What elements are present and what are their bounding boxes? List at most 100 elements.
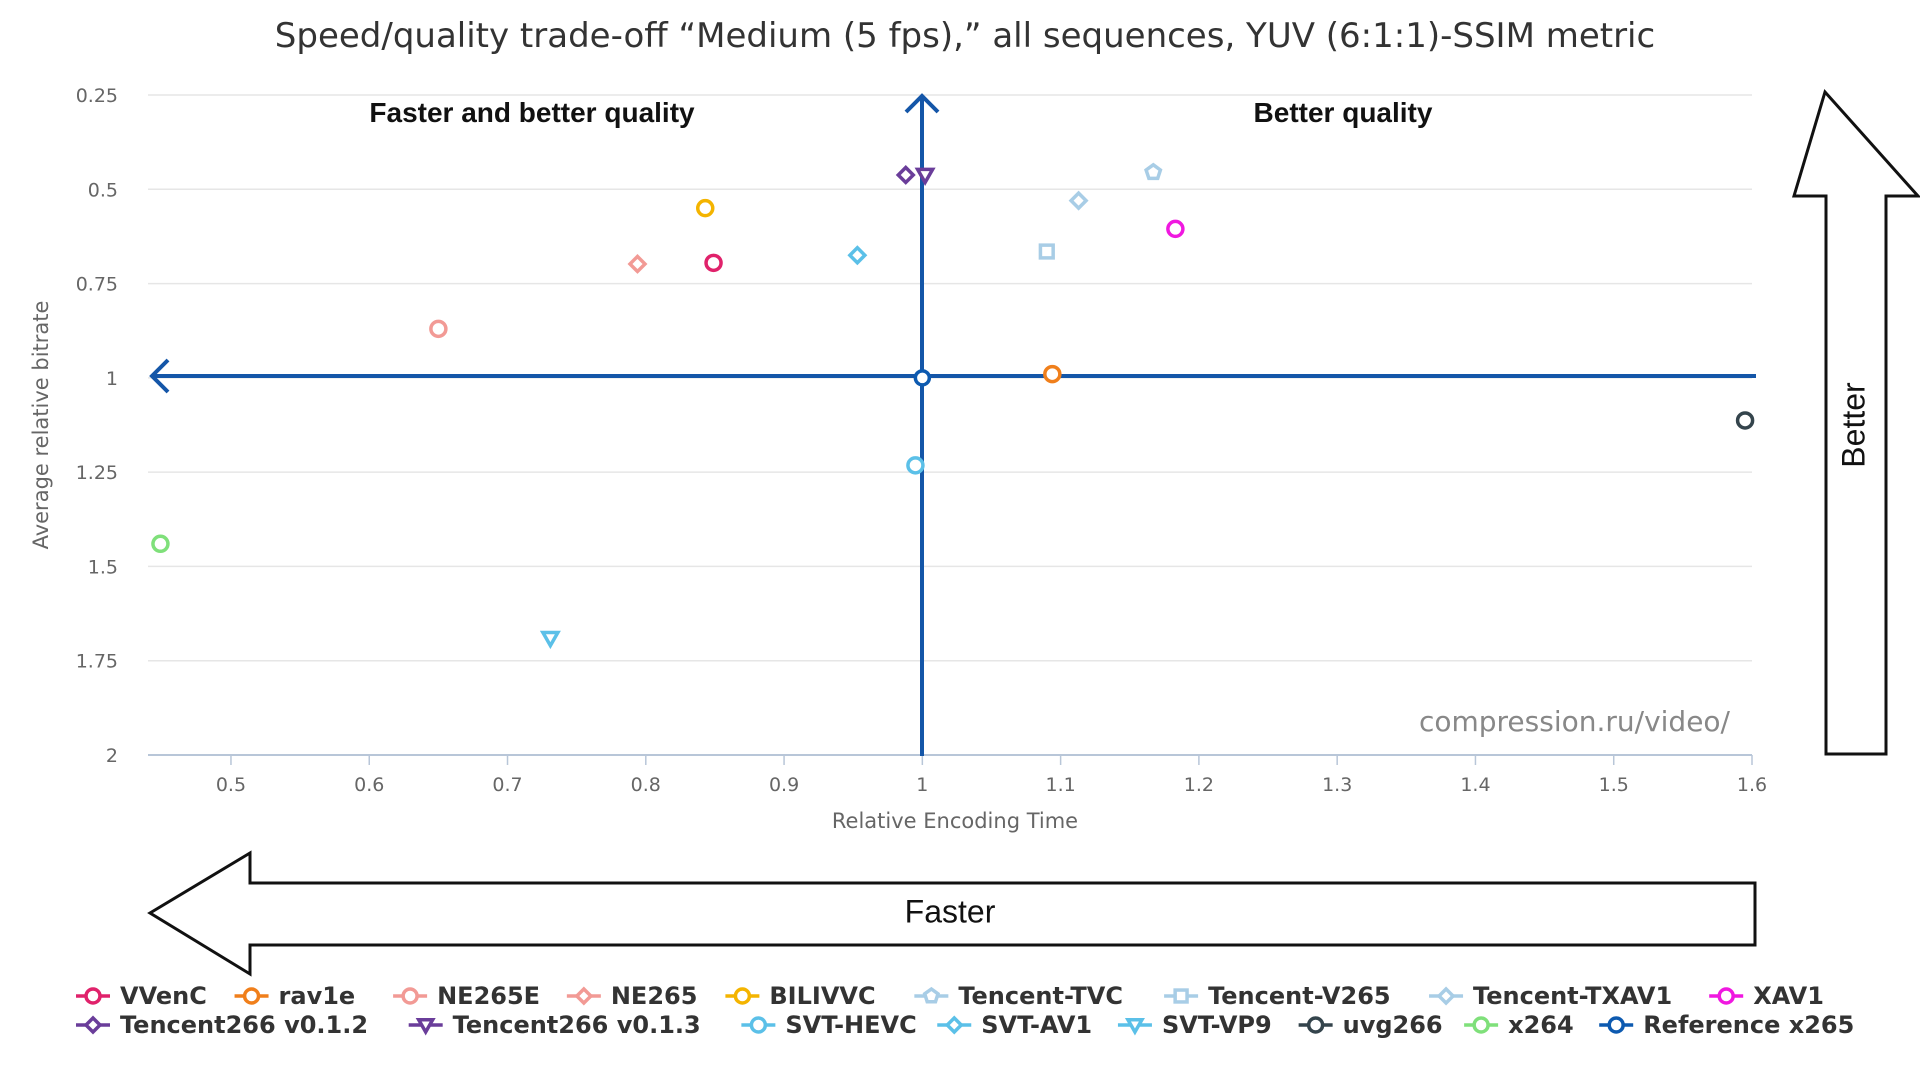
legend-marker	[1436, 986, 1456, 1006]
x-tick-label: 1.2	[1184, 774, 1214, 796]
legend-item-uvg266[interactable]: uvg266	[1298, 1011, 1443, 1039]
legend-label: Tencent266 v0.1.2	[120, 1011, 368, 1039]
legend-label: Tencent-TVC	[958, 982, 1123, 1010]
quadrant-label-top-left: Faster and better quality	[369, 97, 695, 128]
data-points	[151, 162, 1755, 650]
y-tick-label: 1	[106, 368, 118, 390]
legend-item-svt-av1[interactable]: SVT-AV1	[937, 1011, 1092, 1039]
legend-item-svt-hevc[interactable]: SVT-HEVC	[741, 1011, 917, 1039]
y-tick-label: 2	[106, 745, 118, 767]
legend-item-x264[interactable]: x264	[1464, 1011, 1574, 1039]
x-tick-label: 0.8	[631, 774, 661, 796]
legend-marker	[749, 1016, 768, 1034]
quadrant-label-top-right: Better quality	[1254, 97, 1433, 128]
legend-item-tencent-txav1[interactable]: Tencent-TXAV1	[1429, 982, 1672, 1010]
data-point-rav1e	[1043, 364, 1062, 384]
legend-marker	[922, 986, 941, 1004]
gridlines	[148, 94, 1752, 756]
x-tick-label: 1.6	[1737, 774, 1767, 796]
x-axis: 0.5 0.6 0.7 0.8 0.9 1 1.1 1.2 1.3 1.4 1.5 1.6	[216, 755, 1767, 796]
data-point-reference-x265	[913, 369, 932, 387]
data-point-ne265e	[429, 319, 448, 339]
legend-marker	[1607, 1016, 1625, 1034]
legend-label: Tencent-TXAV1	[1473, 982, 1672, 1010]
legend-label: Reference x265	[1643, 1011, 1854, 1039]
data-point-bilivvc	[696, 198, 715, 218]
legend-marker	[1173, 988, 1189, 1004]
data-point-svt-vp9	[539, 630, 561, 650]
better-arrow	[1791, 88, 1920, 756]
legend-marker	[733, 987, 752, 1005]
legend-marker	[84, 987, 102, 1005]
legend-label: rav1e	[279, 982, 356, 1010]
legend-label: XAV1	[1753, 982, 1824, 1010]
legend-item-bilivvc[interactable]: BILIVVC	[725, 982, 876, 1010]
legend-label: Tencent-V265	[1208, 982, 1391, 1010]
legend-marker	[574, 986, 594, 1006]
legend-marker	[944, 1015, 964, 1035]
y-tick-label: 1.5	[88, 556, 118, 578]
legend-item-tencent-tvc[interactable]: Tencent-TVC	[914, 982, 1123, 1010]
y-tick-label: 1.25	[76, 462, 118, 484]
legend-marker	[1306, 1016, 1325, 1034]
legend-label: SVT-HEVC	[785, 1011, 916, 1039]
legend-label: x264	[1508, 1011, 1574, 1039]
legend-item-ne265[interactable]: NE265	[566, 982, 698, 1010]
legend-item-ne265e[interactable]: NE265E	[393, 982, 540, 1010]
data-point-svt-av1	[847, 245, 868, 266]
y-tick-label: 0.75	[76, 274, 118, 296]
faster-arrow-label: Faster	[905, 893, 996, 929]
x-tick-label: 1.5	[1599, 774, 1629, 796]
data-point-svt-hevc	[906, 456, 925, 475]
x-tick-label: 0.5	[216, 774, 246, 796]
x-tick-label: 0.6	[354, 774, 384, 796]
horizontal-reference-arrowhead	[149, 358, 170, 394]
legend-marker	[401, 987, 419, 1005]
data-point-xav1	[1166, 219, 1185, 239]
legend-label: VVenC	[120, 982, 207, 1010]
legend-item-tencent266-v0-1-3[interactable]: Tencent266 v0.1.3	[408, 1011, 701, 1039]
credit-watermark: compression.ru/video/	[1419, 705, 1731, 738]
data-point-ne265	[627, 253, 648, 274]
x-tick-label: 1.4	[1460, 774, 1490, 796]
legend-item-xav1[interactable]: XAV1	[1709, 982, 1824, 1010]
legend-label: SVT-AV1	[981, 1011, 1092, 1039]
legend-item-vvenc[interactable]: VVenC	[76, 982, 207, 1010]
legend-label: NE265E	[437, 982, 540, 1010]
reference-crosshair	[149, 93, 1756, 756]
x-tick-label: 0.9	[769, 774, 799, 796]
legend-marker	[83, 1015, 103, 1035]
legend-item-reference-x265[interactable]: Reference x265	[1599, 1011, 1854, 1039]
data-point-tencent-txav1	[1068, 190, 1089, 211]
legend-item-tencent-v265[interactable]: Tencent-V265	[1164, 982, 1391, 1010]
vertical-reference-arrowhead	[904, 93, 940, 114]
data-point-tencent-v265	[1038, 243, 1055, 260]
legend-label: uvg266	[1343, 1011, 1443, 1039]
data-point-tencent-tvc	[1144, 162, 1163, 181]
data-point-x264	[151, 534, 170, 554]
legend-label: SVT-VP9	[1162, 1011, 1272, 1039]
data-point-vvenc	[704, 253, 723, 273]
data-point-tencent266-v0-1-3	[914, 167, 936, 186]
legend-marker	[415, 1018, 436, 1036]
legend: VVenC rav1e NE265E NE265 BILIVVC Tencent-TVC T…	[76, 982, 1854, 1039]
x-axis-title: Relative Encoding Time	[832, 809, 1078, 833]
y-tick-label: 0.25	[76, 85, 118, 107]
chart-title: Speed/quality trade-off “Medium (5 fps),…	[275, 16, 1655, 56]
data-point-uvg266	[1735, 411, 1755, 430]
legend-marker	[242, 987, 261, 1005]
legend-label: Tencent266 v0.1.3	[453, 1011, 701, 1039]
legend-item-rav1e[interactable]: rav1e	[234, 982, 356, 1010]
x-tick-label: 1.1	[1046, 774, 1076, 796]
faster-arrow	[147, 850, 1757, 977]
legend-label: NE265	[611, 982, 698, 1010]
legend-label: BILIVVC	[769, 982, 875, 1010]
better-arrow-label: Better	[1835, 382, 1871, 468]
legend-marker	[1124, 1018, 1145, 1036]
legend-item-svt-vp9[interactable]: SVT-VP9	[1117, 1011, 1272, 1039]
legend-item-tencent266-v0-1-2[interactable]: Tencent266 v0.1.2	[76, 1011, 368, 1039]
y-tick-label: 0.5	[88, 179, 118, 201]
y-axis-title: Average relative bitrate	[29, 301, 53, 550]
y-tick-label: 1.75	[76, 651, 118, 673]
x-tick-label: 1	[916, 774, 928, 796]
